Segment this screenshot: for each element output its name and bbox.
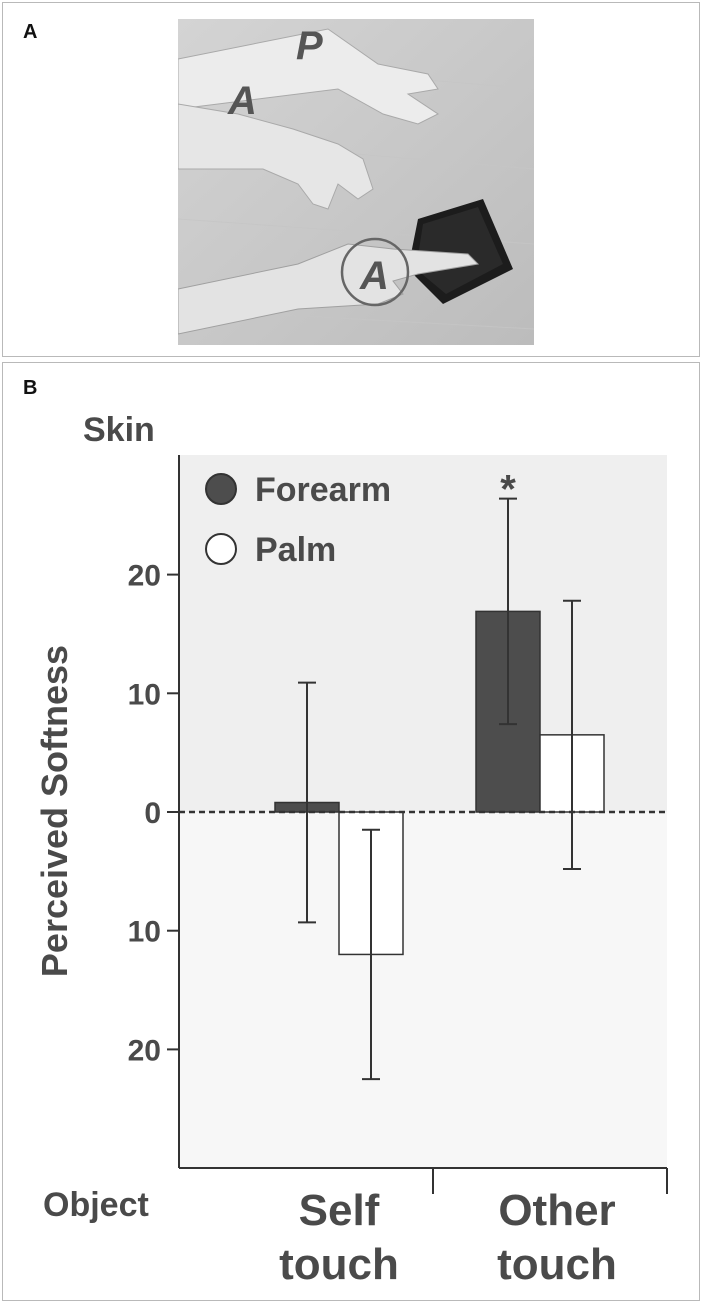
softness-bar-chart: 20 10 0 10 20 Forearm Palm Skin Object Percei…	[34, 411, 668, 1289]
photo-marker-a-circled: A	[359, 254, 389, 298]
y-tick-label: 10	[128, 916, 161, 949]
legend-label-forearm: Forearm	[255, 471, 391, 509]
y-tick-label: 10	[128, 678, 161, 711]
legend: Forearm Palm	[205, 471, 391, 569]
legend-swatch-palm	[205, 533, 237, 565]
panel-b: B 20 10 0 10 20 Forearm Palm Skin Object Perc…	[2, 362, 700, 1301]
hands-touching-fabric-photo: A P A	[178, 19, 534, 345]
significance-star: *	[500, 468, 516, 512]
panel-a-letter: A	[23, 21, 38, 43]
panel-a: A A P A	[2, 2, 700, 357]
legend-swatch-forearm	[205, 473, 237, 505]
category-label-1-line-1: touch	[497, 1240, 617, 1289]
plot-background-object	[179, 812, 667, 1168]
photo-marker-p: P	[296, 24, 323, 68]
panel-b-letter: B	[23, 377, 38, 399]
y-tick-label: 0	[144, 797, 161, 830]
object-label: Object	[43, 1186, 149, 1224]
category-label-0-line-0: Self	[299, 1186, 380, 1235]
category-label-0-line-1: touch	[279, 1240, 399, 1289]
category-label-1-line-0: Other	[498, 1186, 615, 1235]
y-axis-label: Perceived Softness	[34, 645, 75, 977]
photo-circle-marker	[340, 237, 410, 307]
legend-label-palm: Palm	[255, 531, 336, 569]
y-tick-label: 20	[128, 1034, 161, 1067]
photo-marker-a: A	[227, 79, 257, 123]
y-tick-label: 20	[128, 560, 161, 593]
skin-label: Skin	[83, 411, 155, 449]
